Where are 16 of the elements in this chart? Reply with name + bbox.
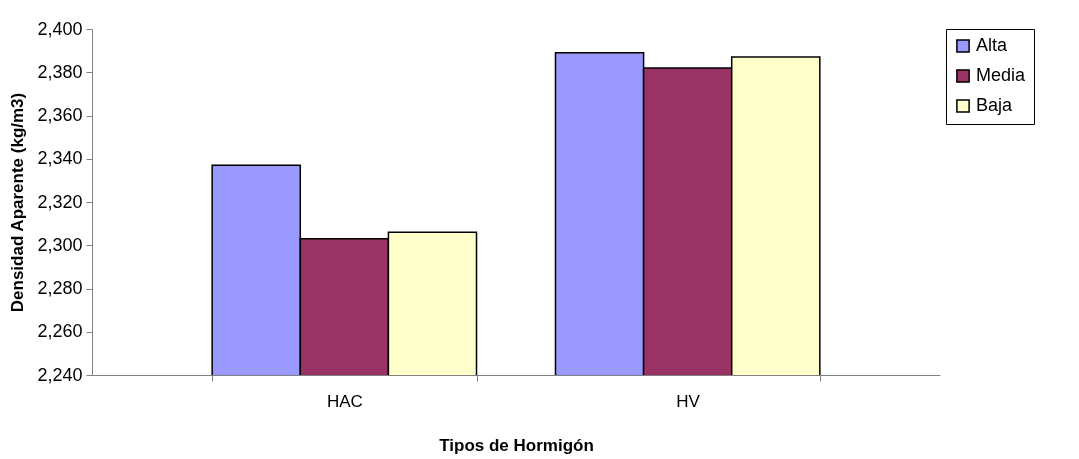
y-tick-label: 2,300: [37, 234, 83, 255]
y-tick-label: 2,260: [37, 321, 83, 342]
x-axis-title: Tipos de Hormigón: [439, 435, 594, 455]
y-tick-label: 2,400: [37, 18, 83, 39]
y-axis-title: Densidad Aparente (kg/m3): [8, 92, 28, 313]
y-tick-label: 2,240: [37, 364, 83, 385]
legend-label: Alta: [976, 35, 1009, 55]
x-tick-label: HAC: [326, 391, 363, 411]
y-tick-label: 2,320: [37, 191, 83, 212]
legend-label: Baja: [976, 95, 1014, 115]
legend-label: Media: [976, 65, 1027, 85]
y-tick-label: 2,280: [37, 278, 83, 298]
y-tick-label: 2,360: [37, 105, 83, 125]
y-tick-label: 2,380: [37, 61, 83, 82]
x-tick-label: HV: [676, 391, 701, 411]
y-tick-label: 2,340: [37, 148, 83, 169]
